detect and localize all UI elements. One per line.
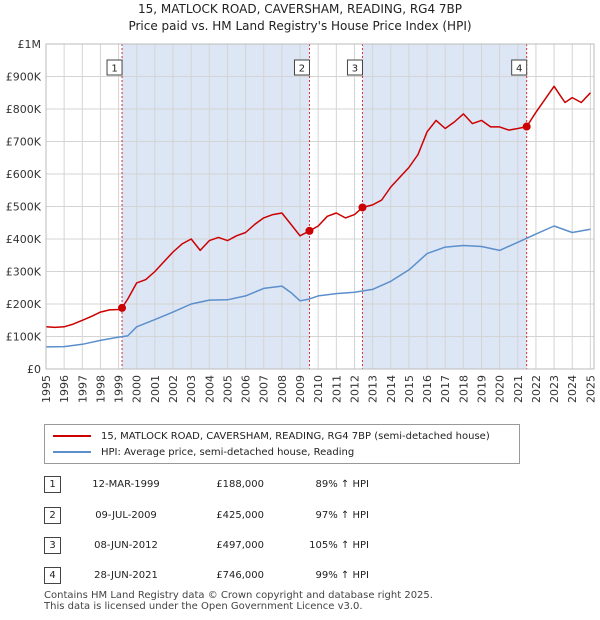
chart-series xyxy=(45,85,591,348)
y-tick-label: £0 xyxy=(27,363,41,376)
legend-item-property: 15, MATLOCK ROAD, CAVERSHAM, READING, RG… xyxy=(53,429,490,443)
x-tick-label: 2014 xyxy=(385,375,398,403)
sale-marker-number: 3 xyxy=(352,64,358,75)
x-tick-label: 2001 xyxy=(149,375,162,403)
x-tick-label: 2005 xyxy=(221,375,234,403)
sale-hpi-change: 105% ↑ HPI xyxy=(309,540,369,551)
sale-marker-number: 1 xyxy=(111,64,117,75)
x-tick-label: 2024 xyxy=(566,375,579,403)
plot-frame xyxy=(45,43,595,370)
footer-line-2: This data is licensed under the Open Gov… xyxy=(44,601,363,612)
y-tick-label: £1M xyxy=(18,38,42,51)
x-tick-label: 2000 xyxy=(131,375,144,403)
y-tick-label: £600K xyxy=(6,168,42,181)
x-tick-label: 2021 xyxy=(512,375,525,403)
table-row: 2 09-JUL-2009 £425,000 97% ↑ HPI xyxy=(44,507,444,525)
x-tick-label: 2023 xyxy=(548,375,561,403)
sale-point xyxy=(522,122,531,131)
y-tick-label: £900K xyxy=(6,71,42,84)
price-chart: 1 2 3 4 £0 £100K £200K £300K £400K £500K £600K £70… xyxy=(6,38,598,403)
x-tick-label: 2004 xyxy=(203,375,216,403)
x-tick-label: 2020 xyxy=(494,375,507,403)
chart-title: 15, MATLOCK ROAD, CAVERSHAM, READING, RG… xyxy=(137,2,463,16)
y-tick-label: £800K xyxy=(6,103,42,116)
x-tick-label: 2019 xyxy=(475,375,488,403)
sale-date: 12-MAR-1999 xyxy=(92,479,160,490)
x-tick-label: 2015 xyxy=(403,375,416,403)
legend-swatch-hpi xyxy=(53,451,91,453)
x-tick-label: 2013 xyxy=(367,375,380,403)
sale-marker-box xyxy=(293,59,310,76)
y-axis-ticks: £0 £100K £200K £300K £400K £500K £600K £700K £80… xyxy=(6,38,42,376)
sale-marker-labels: 1 2 3 4 xyxy=(106,59,528,76)
x-tick-label: 1997 xyxy=(76,375,89,403)
sale-hpi-change: 97% ↑ HPI xyxy=(315,510,369,521)
x-tick-label: 2003 xyxy=(185,375,198,403)
chart-gridlines xyxy=(45,43,594,370)
chart-legend: 15, MATLOCK ROAD, CAVERSHAM, READING, RG… xyxy=(44,424,520,464)
x-tick-label: 2007 xyxy=(258,375,271,403)
sale-number-badge: 1 xyxy=(44,476,61,493)
sale-price: £497,000 xyxy=(216,540,264,551)
legend-label-hpi: HPI: Average price, semi-detached house,… xyxy=(101,446,355,458)
x-tick-label: 2002 xyxy=(167,375,180,403)
x-tick-label: 2009 xyxy=(294,375,307,403)
sale-price: £746,000 xyxy=(216,570,264,581)
x-tick-label: 1998 xyxy=(94,375,107,403)
x-tick-label: 2017 xyxy=(439,375,452,403)
x-tick-label: 2018 xyxy=(457,375,470,403)
sale-marker-box xyxy=(106,59,123,76)
x-tick-label: 2012 xyxy=(348,375,361,403)
table-row: 3 08-JUN-2012 £497,000 105% ↑ HPI xyxy=(44,537,444,555)
sale-point xyxy=(305,226,314,235)
y-tick-label: £700K xyxy=(6,136,42,149)
sale-marker-number: 4 xyxy=(516,64,522,75)
sale-date: 28-JUN-2021 xyxy=(94,570,158,581)
x-tick-label: 2006 xyxy=(240,375,253,403)
y-tick-label: £500K xyxy=(6,201,42,214)
sale-hpi-change: 89% ↑ HPI xyxy=(315,479,369,490)
table-row: 4 28-JUN-2021 £746,000 99% ↑ HPI xyxy=(44,567,444,585)
sale-number-badge: 2 xyxy=(44,507,61,524)
x-tick-label: 2025 xyxy=(584,375,597,403)
x-tick-label: 2008 xyxy=(276,375,289,403)
sale-number-badge: 3 xyxy=(44,537,61,554)
y-tick-label: £400K xyxy=(6,233,42,246)
x-tick-label: 2010 xyxy=(312,375,325,403)
y-tick-label: £300K xyxy=(6,266,42,279)
footer-line-1: Contains HM Land Registry data © Crown c… xyxy=(44,590,433,601)
hpi-line xyxy=(45,225,591,348)
x-tick-label: 1996 xyxy=(58,375,71,403)
sale-hpi-change: 99% ↑ HPI xyxy=(315,570,369,581)
property-price-line xyxy=(45,85,591,329)
sale-marker-box xyxy=(511,59,528,76)
y-tick-label: £100K xyxy=(6,331,42,344)
legend-item-hpi: HPI: Average price, semi-detached house,… xyxy=(53,445,354,459)
sale-marker-box xyxy=(346,59,363,76)
x-tick-label: 1999 xyxy=(113,375,126,403)
y-tick-label: £200K xyxy=(6,298,42,311)
legend-label-property: 15, MATLOCK ROAD, CAVERSHAM, READING, RG… xyxy=(101,430,490,442)
sale-date: 08-JUN-2012 xyxy=(94,540,158,551)
sale-point xyxy=(118,303,127,312)
sale-points xyxy=(118,122,531,312)
sale-marker-number: 2 xyxy=(299,64,305,75)
sale-point xyxy=(358,203,367,212)
legend-swatch-property xyxy=(53,435,91,437)
x-axis-ticks: 1995 1996 1997 1998 1999 2000 2001 2002 2003 2004… xyxy=(40,375,597,403)
chart-subtitle: Price paid vs. HM Land Registry's House … xyxy=(128,19,472,33)
sale-price: £188,000 xyxy=(216,479,264,490)
x-tick-label: 2011 xyxy=(330,375,343,403)
sale-number-badge: 4 xyxy=(44,567,61,584)
x-tick-label: 1995 xyxy=(40,375,53,403)
sale-price: £425,000 xyxy=(216,510,264,521)
x-tick-label: 2016 xyxy=(421,375,434,403)
x-tick-label: 2022 xyxy=(530,375,543,403)
attribution-footer: Contains HM Land Registry data © Crown c… xyxy=(44,590,433,612)
table-row: 1 12-MAR-1999 £188,000 89% ↑ HPI xyxy=(44,476,444,494)
sale-date: 09-JUL-2009 xyxy=(95,510,157,521)
